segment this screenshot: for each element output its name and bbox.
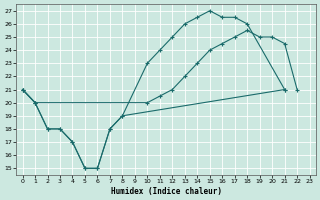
X-axis label: Humidex (Indice chaleur): Humidex (Indice chaleur) (111, 187, 221, 196)
